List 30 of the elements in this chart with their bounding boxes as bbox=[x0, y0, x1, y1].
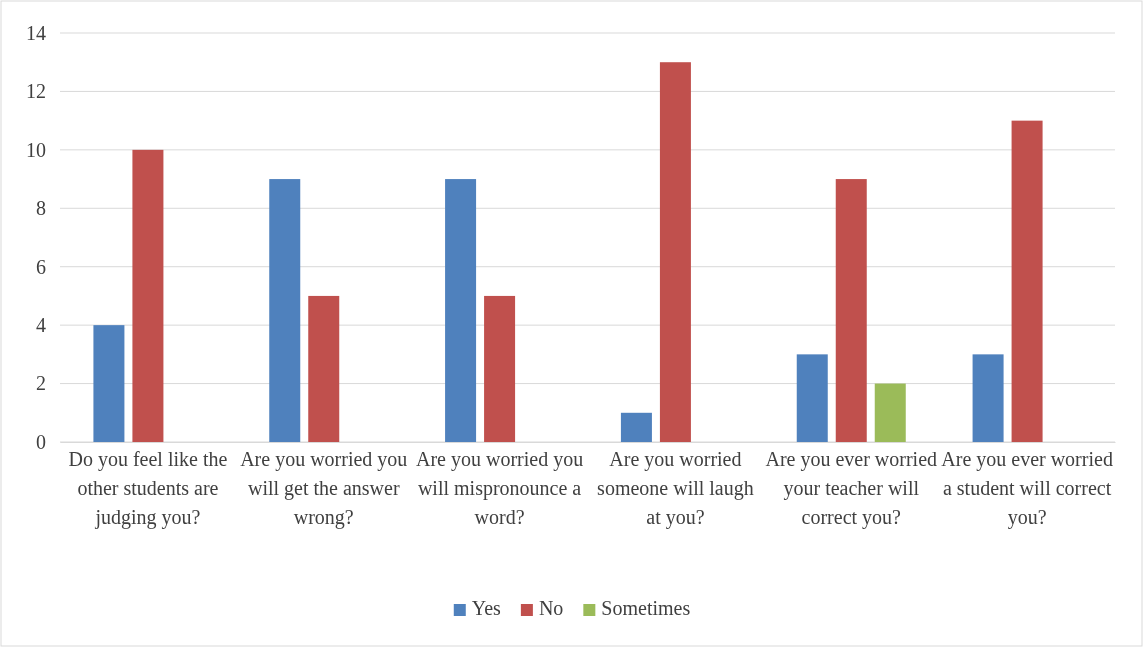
bar bbox=[445, 179, 477, 442]
y-tick-label: 12 bbox=[26, 80, 46, 103]
x-tick-label: Are you ever worried a student will correct you? bbox=[941, 448, 1113, 530]
y-tick-label: 14 bbox=[26, 21, 46, 44]
bar bbox=[484, 295, 516, 442]
y-tick-label: 0 bbox=[36, 430, 46, 453]
x-tick-label: Are you ever worried your teacher will correct you? bbox=[765, 448, 938, 530]
legend-label: No bbox=[538, 597, 564, 619]
y-tick-label: 8 bbox=[36, 197, 46, 220]
x-tick-label: Are you worried someone will laugh at you? bbox=[597, 448, 754, 530]
x-tick-label: Do you feel like the other students are judging you? bbox=[68, 448, 228, 530]
bar bbox=[796, 354, 828, 442]
y-tick-label: 10 bbox=[26, 138, 46, 161]
bar bbox=[269, 179, 301, 442]
x-tick-label: Are you worried you will mispronounce a word? bbox=[415, 448, 584, 529]
bar bbox=[874, 383, 906, 442]
bar bbox=[132, 149, 164, 442]
bar bbox=[972, 354, 1004, 442]
bar bbox=[835, 179, 867, 442]
y-tick-label: 2 bbox=[36, 372, 46, 395]
x-tick-label: Are you worried you will get the answer wrong? bbox=[240, 448, 408, 530]
bar bbox=[1011, 120, 1043, 442]
bar bbox=[620, 412, 652, 442]
legend-label: Sometimes bbox=[601, 597, 691, 619]
bar bbox=[659, 62, 691, 442]
y-tick-label: 6 bbox=[36, 255, 46, 278]
y-tick-label: 4 bbox=[36, 314, 46, 337]
bar bbox=[93, 325, 125, 442]
legend-label: Yes bbox=[471, 597, 502, 619]
bar bbox=[308, 295, 340, 442]
